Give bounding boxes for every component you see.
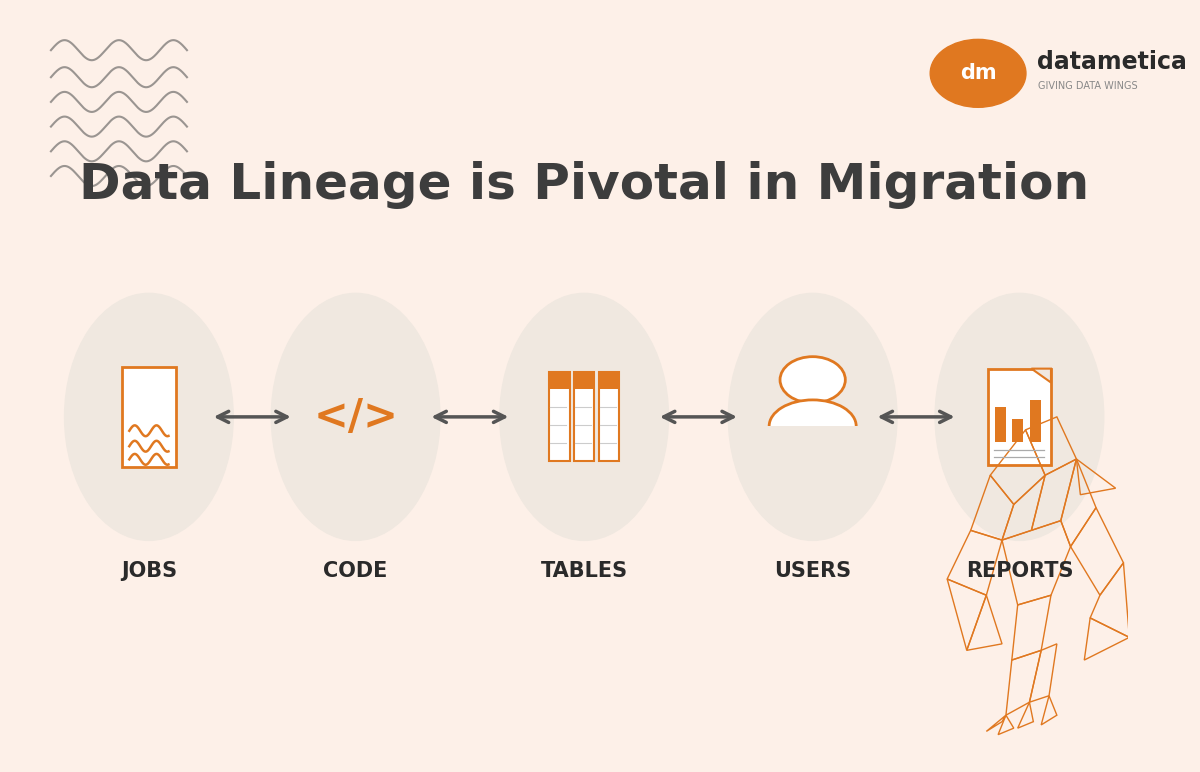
FancyBboxPatch shape [988, 369, 1051, 465]
FancyBboxPatch shape [767, 426, 858, 454]
Ellipse shape [728, 293, 898, 540]
Circle shape [930, 39, 1026, 107]
Text: dm: dm [960, 63, 996, 83]
Text: datametica: datametica [1037, 49, 1187, 74]
Text: Data Lineage is Pivotal in Migration: Data Lineage is Pivotal in Migration [79, 161, 1090, 209]
Text: CODE: CODE [324, 561, 388, 581]
Ellipse shape [769, 400, 856, 452]
Text: JOBS: JOBS [121, 561, 176, 581]
FancyBboxPatch shape [574, 372, 594, 389]
FancyBboxPatch shape [121, 367, 176, 467]
Ellipse shape [500, 293, 668, 540]
FancyBboxPatch shape [599, 372, 619, 389]
Text: REPORTS: REPORTS [966, 561, 1073, 581]
Polygon shape [1031, 369, 1051, 383]
FancyBboxPatch shape [996, 408, 1007, 442]
Ellipse shape [271, 293, 440, 540]
Text: </>: </> [313, 396, 398, 438]
FancyBboxPatch shape [574, 372, 594, 461]
Circle shape [780, 357, 845, 403]
FancyBboxPatch shape [550, 372, 570, 461]
FancyBboxPatch shape [550, 372, 570, 389]
FancyBboxPatch shape [1031, 400, 1042, 442]
Ellipse shape [935, 293, 1104, 540]
FancyBboxPatch shape [599, 372, 619, 461]
Text: USERS: USERS [774, 561, 851, 581]
Ellipse shape [65, 293, 233, 540]
Text: GIVING DATA WINGS: GIVING DATA WINGS [1038, 82, 1138, 91]
FancyBboxPatch shape [1012, 418, 1022, 442]
Text: TABLES: TABLES [540, 561, 628, 581]
